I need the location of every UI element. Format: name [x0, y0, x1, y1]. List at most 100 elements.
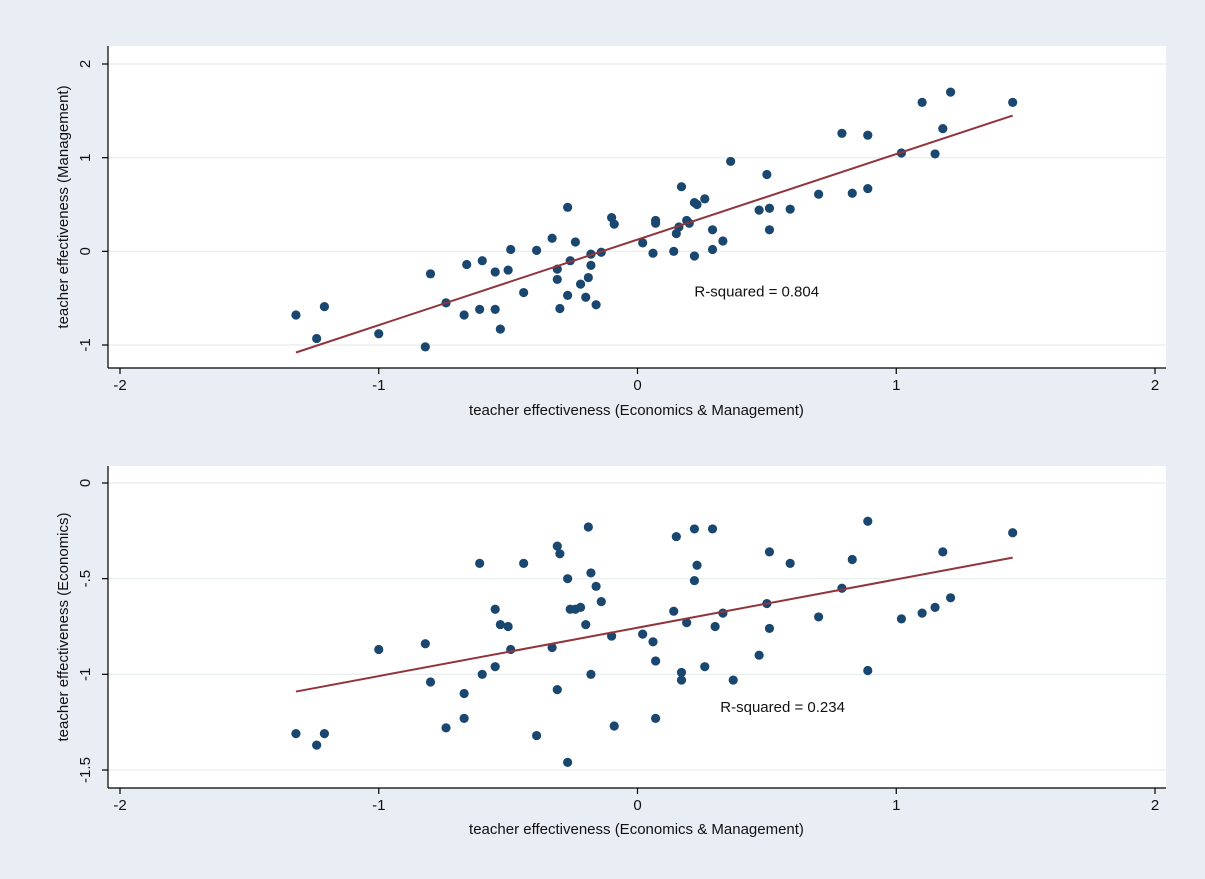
data-point [319, 729, 330, 739]
data-point [669, 606, 679, 616]
data-point [648, 248, 658, 258]
data-point [563, 290, 573, 300]
data-point [441, 723, 451, 733]
data-point [689, 575, 700, 586]
data-point [555, 549, 565, 559]
x-tick-label: -2 [113, 377, 126, 394]
y-axis-title: teacher effectiveness (Management) [55, 85, 72, 328]
data-point [847, 554, 857, 565]
data-point [938, 124, 948, 134]
data-point [591, 581, 601, 591]
data-point [547, 233, 557, 243]
data-marks [291, 87, 1018, 354]
data-point [710, 621, 720, 632]
data-point [475, 304, 485, 315]
data-point [762, 169, 772, 180]
data-point [930, 149, 940, 159]
data-point [814, 189, 824, 199]
data-point [425, 269, 436, 279]
scatter-panel-management: -2 -1 0 1 2 -1 0 1 2 teacher effectiveness (Econ… [55, 46, 1166, 419]
data-point [863, 665, 873, 676]
data-point [692, 199, 702, 210]
x-tick-label: 0 [633, 797, 641, 814]
data-point [814, 612, 824, 622]
y-tick-label: -1.5 [77, 757, 94, 783]
data-point [785, 204, 795, 214]
data-point [312, 740, 322, 750]
data-point [570, 237, 581, 247]
data-point [596, 597, 606, 607]
data-point [563, 574, 573, 584]
data-point [462, 259, 472, 270]
data-point [552, 541, 562, 551]
data-point [700, 194, 710, 204]
x-tick-label: -1 [372, 377, 385, 394]
x-tick-label: 2 [1151, 797, 1159, 814]
data-point [563, 202, 573, 212]
data-point [459, 713, 469, 723]
data-point [700, 662, 710, 672]
data-point [552, 685, 562, 695]
data-point [495, 324, 505, 334]
data-point [754, 205, 764, 215]
data-point [945, 593, 956, 603]
gridlines [108, 482, 1166, 771]
x-tick-label: -2 [113, 797, 126, 814]
data-point [490, 304, 500, 315]
data-point [490, 604, 500, 614]
data-point [490, 267, 500, 277]
data-point [917, 97, 927, 108]
y-tick-label: 0 [77, 247, 94, 255]
data-point [563, 757, 573, 767]
data-point [475, 558, 485, 568]
data-point [718, 236, 728, 246]
r-squared-annotation: R-squared = 0.804 [694, 284, 819, 301]
data-point [495, 619, 505, 630]
data-point [459, 310, 469, 320]
data-point [586, 568, 596, 578]
r-squared-annotation: R-squared = 0.234 [720, 699, 845, 716]
data-point [930, 602, 940, 612]
data-point [583, 272, 593, 283]
data-point [420, 342, 430, 352]
data-point [764, 547, 775, 557]
fit-line [295, 114, 1014, 354]
data-point [938, 547, 948, 557]
data-point [689, 251, 700, 261]
data-point [726, 156, 736, 167]
data-point [764, 225, 775, 235]
data-point [581, 292, 591, 302]
data-point [490, 662, 500, 672]
data-point [676, 182, 687, 192]
x-tick-label: 1 [892, 377, 900, 394]
data-point [689, 524, 700, 534]
data-point [609, 721, 619, 731]
data-point [586, 260, 596, 270]
data-point [676, 667, 687, 678]
data-point [728, 675, 738, 685]
data-point [896, 614, 907, 624]
data-point [506, 244, 516, 255]
y-tick-label: 1 [77, 153, 94, 161]
data-point [547, 642, 557, 653]
axes: -2 -1 0 1 2 -1 0 1 2 [77, 46, 1166, 394]
data-point [785, 558, 795, 568]
data-point [291, 729, 301, 739]
data-point [319, 301, 330, 312]
data-point [1008, 528, 1018, 538]
y-tick-label: -.5 [77, 570, 94, 588]
data-point [917, 608, 927, 618]
data-point [575, 602, 586, 612]
data-point [519, 558, 529, 568]
y-tick-label: -1 [77, 338, 94, 351]
x-tick-label: 0 [633, 377, 641, 394]
data-point [586, 669, 596, 679]
data-point [669, 246, 679, 256]
data-point [651, 215, 661, 226]
data-point [676, 675, 687, 685]
data-point [863, 516, 873, 526]
data-point [764, 623, 775, 634]
data-point [459, 688, 469, 699]
data-point [648, 637, 658, 647]
